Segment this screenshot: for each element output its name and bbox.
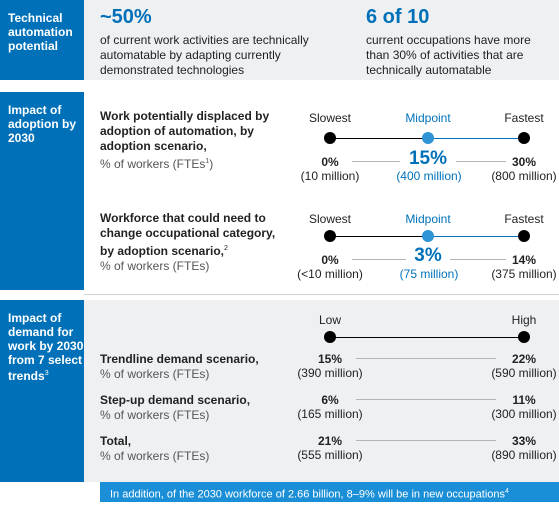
scale-label-midpoint-2: Midpoint xyxy=(405,212,451,226)
occupation-change-sub: % of workers (FTEs) xyxy=(100,259,210,273)
scale-line-right xyxy=(428,138,524,139)
total-low-percent: 21% xyxy=(317,434,343,448)
stepup-connector xyxy=(356,399,496,400)
side-label-demand-impact: Impact of demand for work by 2030 from 7… xyxy=(0,300,84,482)
connector-right xyxy=(456,161,506,162)
slowest-percent-2: 0% xyxy=(321,253,339,267)
demand-scale-line xyxy=(330,337,524,338)
fastest-dot-2 xyxy=(518,230,530,242)
stepup-high-million: (300 million) xyxy=(491,407,557,421)
fastest-million-2: (375 million) xyxy=(491,267,557,281)
trendline-sub: % of workers (FTEs) xyxy=(100,367,210,381)
fastest-percent: 30% xyxy=(511,155,537,169)
midpoint-million-2: (75 million) xyxy=(399,267,459,281)
midpoint-million: (400 million) xyxy=(396,169,462,183)
displaced-work-title: Work potentially displaced by adoption o… xyxy=(100,109,270,153)
connector-left xyxy=(352,161,400,162)
total-title: Total, xyxy=(100,434,132,448)
stat-50-percent-value: ~50% xyxy=(100,6,152,28)
total-low-million: (555 million) xyxy=(297,448,363,462)
trendline-low-million: (390 million) xyxy=(297,366,363,380)
stat-6-of-10-value: 6 of 10 xyxy=(366,6,430,28)
slowest-million-2: (<10 million) xyxy=(297,267,363,281)
trendline-title: Trendline demand scenario, xyxy=(100,352,259,366)
midpoint-percent: 15% xyxy=(408,148,448,169)
slowest-dot xyxy=(324,132,336,144)
stepup-sub: % of workers (FTEs) xyxy=(100,408,210,422)
side-label-text: Impact of demand for work by 2030 from 7… xyxy=(8,311,84,383)
scale-line-left xyxy=(330,138,428,139)
stepup-high-percent: 11% xyxy=(512,393,536,407)
scale-line-left-2 xyxy=(330,236,428,237)
fastest-dot xyxy=(518,132,530,144)
stepup-label: Step-up demand scenario, % of workers (F… xyxy=(100,393,290,423)
total-label: Total, % of workers (FTEs) xyxy=(100,434,290,464)
side-label-automation-potential: Technical automation potential xyxy=(0,0,84,80)
scale-label-slowest-2: Slowest xyxy=(308,212,352,226)
total-connector xyxy=(356,440,496,441)
scale-label-high: High xyxy=(511,313,537,327)
stat-6-of-10-text: current occupations have more than 30% o… xyxy=(366,33,531,77)
total-high-percent: 33% xyxy=(511,434,537,448)
occupation-change-title: Workforce that could need to change occu… xyxy=(100,211,276,258)
scale-label-midpoint: Midpoint xyxy=(405,111,451,125)
trendline-connector xyxy=(356,358,496,359)
trendline-high-percent: 22% xyxy=(511,352,537,366)
side-label-text: Technical automation potential xyxy=(8,11,73,53)
side-label-text: Impact of adoption by 2030 xyxy=(8,103,76,145)
fastest-percent-2: 14% xyxy=(511,253,537,267)
trendline-low-percent: 15% xyxy=(317,352,343,366)
scale-label-fastest-2: Fastest xyxy=(504,212,544,226)
low-dot xyxy=(324,331,336,343)
occupation-change-label: Workforce that could need to change occu… xyxy=(100,211,280,274)
stepup-low-percent: 6% xyxy=(321,393,339,407)
midpoint-dot-2 xyxy=(422,230,434,242)
section3-background xyxy=(84,300,559,482)
high-dot xyxy=(518,331,530,343)
side-label-adoption-impact: Impact of adoption by 2030 xyxy=(0,92,84,290)
side-label-footnote: 3 xyxy=(44,370,49,377)
section1-background xyxy=(84,0,559,80)
connector-right-2 xyxy=(450,259,506,260)
total-sub: % of workers (FTEs) xyxy=(100,449,210,463)
trendline-high-million: (590 million) xyxy=(491,366,557,380)
slowest-dot-2 xyxy=(324,230,336,242)
scale-label-low: Low xyxy=(318,313,341,327)
total-high-million: (890 million) xyxy=(491,448,557,462)
trendline-label: Trendline demand scenario, % of workers … xyxy=(100,352,290,382)
slowest-million: (10 million) xyxy=(300,169,360,183)
fastest-million: (800 million) xyxy=(491,169,557,183)
connector-left-2 xyxy=(352,259,406,260)
footer-banner: In addition, of the 2030 workforce of 2.… xyxy=(100,482,559,502)
scale-label-slowest: Slowest xyxy=(308,111,352,125)
midpoint-dot xyxy=(422,132,434,144)
stat-50-percent-text: of current work activities are technical… xyxy=(100,33,309,77)
scale-label-fastest: Fastest xyxy=(504,111,544,125)
footer-footnote: 4 xyxy=(505,488,509,495)
section-divider xyxy=(84,294,559,295)
midpoint-percent-2: 3% xyxy=(414,245,442,266)
footer-text: In addition, of the 2030 workforce of 2.… xyxy=(110,488,506,501)
displaced-work-label: Work potentially displaced by adoption o… xyxy=(100,109,280,172)
stepup-low-million: (165 million) xyxy=(297,407,363,421)
scale-line-right-2 xyxy=(428,236,524,237)
displaced-work-sub: % of workers (FTEs1) xyxy=(100,157,214,171)
slowest-percent: 0% xyxy=(321,155,339,169)
stepup-title: Step-up demand scenario, xyxy=(100,393,251,407)
